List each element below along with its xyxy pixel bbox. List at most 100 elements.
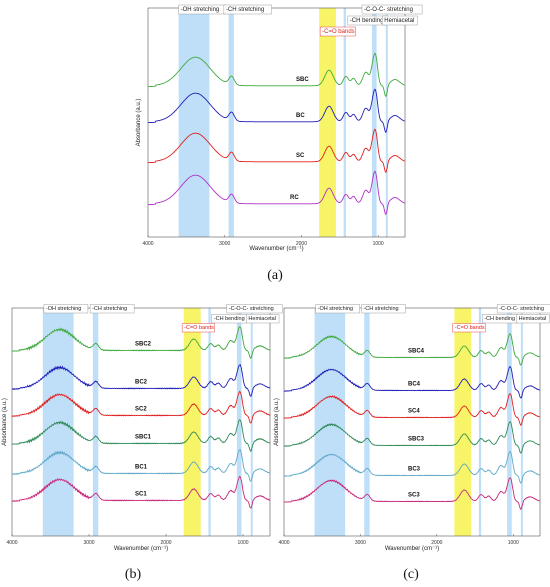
band-coc bbox=[372, 8, 377, 237]
band-oh bbox=[314, 308, 346, 536]
series-label-sc3: SC3 bbox=[408, 492, 420, 498]
x-tick-label-4000: 4000 bbox=[142, 241, 153, 247]
x-axis-label: Wavenumber (cm⁻¹) bbox=[385, 546, 439, 552]
band-label-chb: -CH bending bbox=[350, 18, 384, 24]
series-label-sbc: SBC bbox=[296, 77, 309, 83]
x-tick-label-4000: 4000 bbox=[278, 540, 289, 546]
series-label-bc3: BC3 bbox=[408, 466, 421, 472]
band-label-co: -C=O bands bbox=[184, 325, 214, 331]
band-chb bbox=[343, 8, 346, 237]
band-label-box-ch bbox=[89, 304, 135, 314]
series-line-sc3 bbox=[283, 477, 541, 510]
band-label-co: -C=O bands bbox=[455, 325, 485, 331]
band-label-coc: -C-O-C- stretching bbox=[364, 7, 413, 13]
y-axis-label: Absorbance (a.u.) bbox=[2, 398, 8, 446]
x-tick-label-3000: 3000 bbox=[83, 540, 94, 546]
series-line-sbc3 bbox=[283, 421, 541, 454]
series-line-bc4 bbox=[283, 365, 541, 399]
series-line-bc3 bbox=[283, 450, 541, 484]
x-tick-label-3000: 3000 bbox=[355, 540, 366, 546]
band-label-oh: -OH stretching bbox=[318, 306, 353, 312]
band-label-chb: -CH bending bbox=[214, 316, 245, 322]
series-line-sbc bbox=[147, 52, 405, 97]
band-coc bbox=[236, 308, 242, 536]
series-label-bc4: BC4 bbox=[408, 381, 421, 387]
band-ch bbox=[92, 308, 99, 536]
band-label-chb: -CH bending bbox=[484, 316, 515, 322]
series-line-sc bbox=[147, 128, 405, 173]
series-line-rc bbox=[147, 170, 405, 215]
band-label-box-co bbox=[452, 323, 486, 333]
series-line-sc1 bbox=[11, 475, 271, 509]
series-label-rc: RC bbox=[290, 195, 299, 201]
x-tick-label-1000: 1000 bbox=[237, 540, 248, 546]
band-ch bbox=[228, 8, 234, 237]
series-line-sbc4 bbox=[283, 333, 541, 366]
band-label-box-coc bbox=[226, 304, 283, 314]
x-tick-label-1000: 1000 bbox=[373, 241, 384, 247]
x-tick-label-1000: 1000 bbox=[508, 540, 519, 546]
x-axis-label: Wavenumber (cm⁻¹) bbox=[114, 546, 168, 552]
series-label-sc: SC bbox=[296, 153, 305, 159]
x-axis-label: Wavenumber (cm⁻¹) bbox=[249, 246, 303, 252]
series-label-sc4: SC4 bbox=[408, 408, 420, 414]
band-label-hemi: Hemiacetal bbox=[248, 316, 276, 322]
series-line-sbc2 bbox=[11, 326, 271, 359]
band-chb bbox=[478, 308, 482, 536]
series-line-bc1 bbox=[11, 449, 271, 482]
y-axis-label: Absorbance (a.u.) bbox=[136, 99, 142, 147]
series-label-sc2: SC2 bbox=[135, 406, 147, 412]
x-tick-label-2000: 2000 bbox=[160, 540, 171, 546]
band-label-box-hemi bbox=[516, 314, 550, 324]
plot-frame bbox=[283, 307, 541, 537]
series-label-sbc2: SBC2 bbox=[135, 341, 152, 347]
band-label-box-ch bbox=[223, 4, 272, 15]
series-line-sbc1 bbox=[11, 419, 271, 452]
x-tick-label-3000: 3000 bbox=[219, 241, 230, 247]
band-label-ch: -CH stretching bbox=[363, 306, 398, 312]
x-tick-label-4000: 4000 bbox=[6, 540, 17, 546]
band-label-oh: -OH stretching bbox=[46, 306, 81, 312]
y-axis-label: Absorbance (a.u.) bbox=[274, 398, 280, 446]
band-label-co: -C=O bands bbox=[322, 29, 355, 35]
band-ch bbox=[364, 308, 370, 536]
band-label-hemi: Hemiacetal bbox=[519, 316, 547, 322]
band-label-box-ch bbox=[361, 304, 406, 314]
series-label-sbc3: SBC3 bbox=[408, 436, 425, 442]
band-label-hemi: Hemiacetal bbox=[384, 18, 414, 24]
band-label-coc: -C-O-C- stretching bbox=[499, 306, 544, 312]
band-oh bbox=[178, 8, 210, 237]
band-label-coc: -C-O-C- stretching bbox=[229, 306, 274, 312]
band-label-oh: -OH stretching bbox=[181, 7, 220, 13]
x-tick-label-2000: 2000 bbox=[296, 241, 307, 247]
x-tick-label-2000: 2000 bbox=[431, 540, 442, 546]
series-line-bc bbox=[147, 88, 405, 133]
band-label-box-co bbox=[319, 26, 356, 37]
band-label-box-co bbox=[181, 323, 215, 333]
caption-c: (c) bbox=[403, 567, 419, 582]
band-label-box-oh bbox=[315, 304, 360, 314]
caption-b: (b) bbox=[124, 567, 142, 582]
band-co bbox=[319, 8, 336, 237]
plot-frame bbox=[11, 307, 271, 537]
band-label-box-coc bbox=[361, 4, 423, 15]
series-line-bc2 bbox=[11, 364, 271, 397]
band-label-box-hemi bbox=[246, 314, 280, 324]
series-line-sc4 bbox=[283, 393, 541, 426]
series-label-sbc4: SBC4 bbox=[408, 348, 425, 354]
band-hemi bbox=[385, 8, 388, 237]
band-chb bbox=[208, 308, 211, 536]
band-label-ch: -CH stretching bbox=[92, 306, 127, 312]
band-label-box-coc bbox=[496, 304, 550, 314]
series-label-bc2: BC2 bbox=[135, 379, 148, 385]
series-line-sc2 bbox=[11, 390, 271, 424]
band-co bbox=[454, 308, 472, 536]
band-label-box-oh bbox=[43, 304, 89, 314]
band-co bbox=[183, 308, 201, 536]
series-label-bc: BC bbox=[296, 113, 305, 119]
caption-a: (a) bbox=[267, 268, 283, 283]
band-label-ch: -CH stretching bbox=[226, 7, 264, 13]
